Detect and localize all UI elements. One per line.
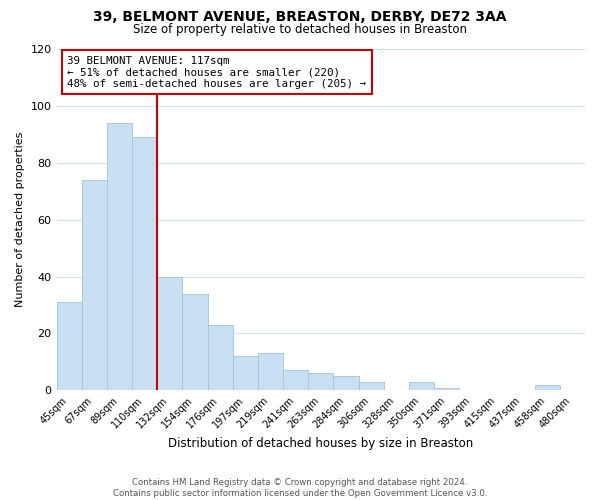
Bar xyxy=(359,382,383,390)
Bar xyxy=(434,388,459,390)
Bar xyxy=(308,374,334,390)
Text: Size of property relative to detached houses in Breaston: Size of property relative to detached ho… xyxy=(133,22,467,36)
Bar xyxy=(409,382,434,390)
Bar xyxy=(82,180,107,390)
Bar xyxy=(132,137,157,390)
Bar xyxy=(56,302,82,390)
Bar xyxy=(283,370,308,390)
Bar xyxy=(233,356,258,390)
Bar xyxy=(182,294,208,390)
Bar xyxy=(535,384,560,390)
Bar xyxy=(107,123,132,390)
Bar xyxy=(258,354,283,391)
Y-axis label: Number of detached properties: Number of detached properties xyxy=(15,132,25,308)
X-axis label: Distribution of detached houses by size in Breaston: Distribution of detached houses by size … xyxy=(168,437,473,450)
Text: 39 BELMONT AVENUE: 117sqm
← 51% of detached houses are smaller (220)
48% of semi: 39 BELMONT AVENUE: 117sqm ← 51% of detac… xyxy=(67,56,366,89)
Bar xyxy=(157,276,182,390)
Text: 39, BELMONT AVENUE, BREASTON, DERBY, DE72 3AA: 39, BELMONT AVENUE, BREASTON, DERBY, DE7… xyxy=(93,10,507,24)
Text: Contains HM Land Registry data © Crown copyright and database right 2024.
Contai: Contains HM Land Registry data © Crown c… xyxy=(113,478,487,498)
Bar xyxy=(208,325,233,390)
Bar xyxy=(334,376,359,390)
